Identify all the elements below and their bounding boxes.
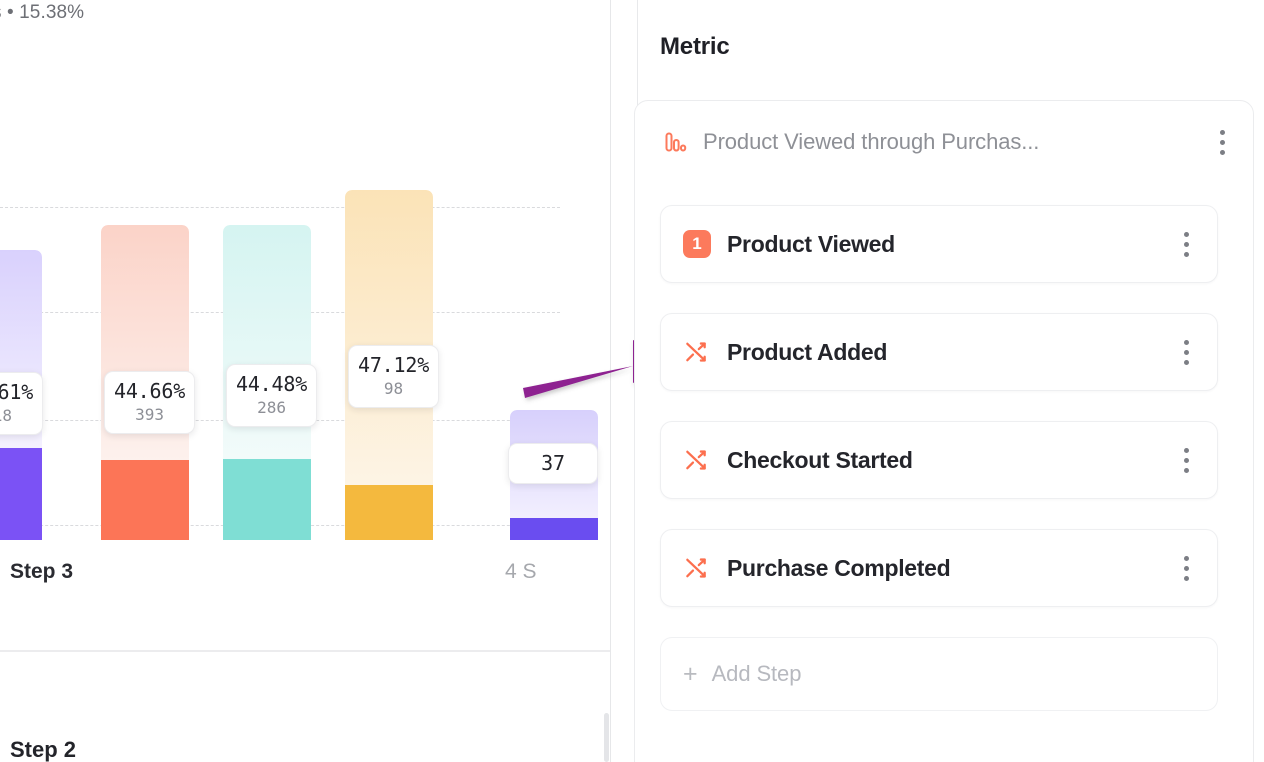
chart-bar-value-label: 47.12% 98: [348, 345, 440, 408]
metric-card-header: Product Viewed through Purchas...: [635, 101, 1255, 183]
chart-bar-value: [0, 448, 42, 540]
step-options-menu-icon[interactable]: [1175, 554, 1197, 582]
bar-percent-value: 44.48%: [236, 372, 308, 396]
funnel-step-row[interactable]: Purchase Completed: [660, 529, 1218, 607]
chart-bar-value: [345, 485, 433, 540]
step-options-menu-icon[interactable]: [1175, 446, 1197, 474]
metric-side-panel: Metric Product Viewed through Purchas...…: [634, 0, 1264, 762]
bar-chart-icon: [663, 129, 689, 155]
funnel-step-label: Product Added: [727, 338, 888, 365]
shuffle-icon: [683, 555, 709, 581]
metric-options-menu-icon[interactable]: [1211, 128, 1233, 156]
panel-divider-left: [610, 0, 611, 762]
shuffle-icon: [683, 339, 709, 365]
funnel-step-row[interactable]: 1 Product Viewed: [660, 205, 1218, 283]
chart-bar-remainder: [345, 190, 433, 485]
next-section-title: Step 2: [10, 737, 77, 762]
bar-percent-value: 42.61%: [0, 380, 34, 404]
funnel-step-label: Purchase Completed: [727, 554, 951, 581]
section-divider: [0, 650, 610, 652]
chart-bar-value-label: 44.48% 286: [226, 364, 318, 427]
bar-percent-value: 44.66%: [114, 379, 186, 403]
bar-count-value: 98: [383, 379, 404, 398]
chart-bar-value: [101, 460, 189, 540]
chart-bar-value: [223, 459, 311, 540]
chart-bar-value-label: 37: [508, 443, 598, 484]
funnel-steps-list: 1 Product Viewed Product Added Checkout Sta…: [660, 205, 1218, 711]
bar-percent-value: 37: [541, 451, 565, 475]
metric-card: Product Viewed through Purchas... 1 Produ…: [634, 100, 1254, 762]
gridline: [0, 207, 560, 208]
step-options-menu-icon[interactable]: [1175, 230, 1197, 258]
bar-count-value: 286: [257, 398, 286, 417]
add-step-label: Add Step: [711, 661, 802, 686]
bar-count-value: 418: [0, 406, 12, 425]
page-title: Metric: [660, 33, 730, 60]
metric-name-label: Product Viewed through Purchas...: [703, 129, 1040, 154]
funnel-chart-panel: s • 15.38% 42.61% 418 44.66% 393 44.48% 286 47…: [0, 0, 610, 762]
funnel-step-label: Product Viewed: [727, 230, 895, 257]
chart-x-axis-label: Step 3: [10, 560, 74, 583]
step-number-badge: 1: [683, 230, 711, 258]
funnel-step-label: Checkout Started: [727, 446, 913, 473]
chart-bar[interactable]: [345, 190, 433, 540]
chart-bar-value: [510, 518, 598, 540]
shuffle-icon: [683, 447, 709, 473]
chart-plot-area: 42.61% 418 44.66% 393 44.48% 286 47.12% 98 37: [0, 190, 610, 540]
add-step-button[interactable]: + Add Step: [660, 637, 1218, 711]
chart-bar-value-label: 42.61% 418: [0, 372, 44, 435]
funnel-step-row[interactable]: Checkout Started: [660, 421, 1218, 499]
plus-icon: +: [683, 659, 698, 688]
chart-subheader-text: s • 15.38%: [0, 2, 85, 23]
funnel-step-row[interactable]: Product Added: [660, 313, 1218, 391]
chart-x-axis-label: 4 S: [505, 560, 537, 583]
bar-percent-value: 47.12%: [358, 353, 430, 377]
vertical-scrollbar-thumb[interactable]: [604, 713, 609, 762]
chart-bar-value-label: 44.66% 393: [104, 371, 196, 434]
bar-count-value: 393: [135, 405, 164, 424]
step-options-menu-icon[interactable]: [1175, 338, 1197, 366]
